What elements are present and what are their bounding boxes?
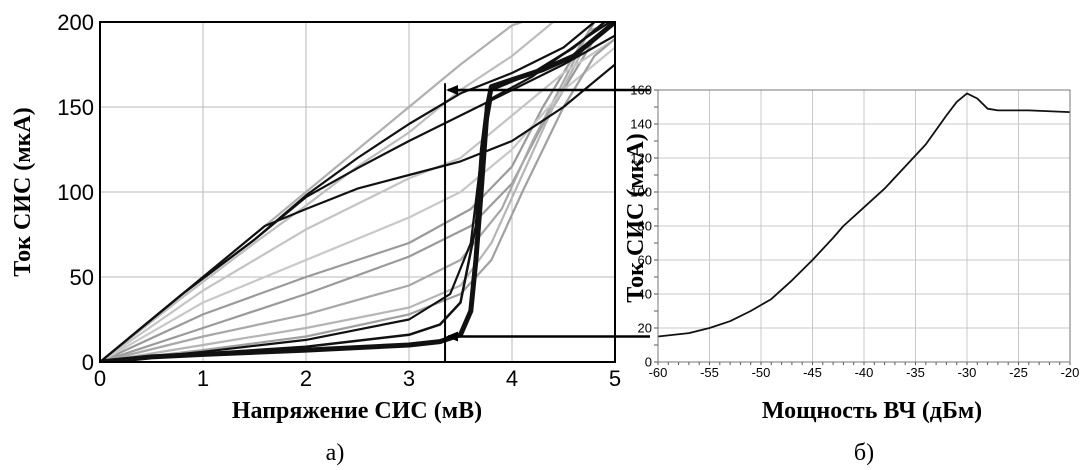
chart-a-y-ticks: 0 50 100 150 200 [57,10,94,375]
chart-a-series-line [100,34,615,362]
chart-b-frame [657,89,1071,363]
chart-a-y-tick-label: 50 [70,265,94,290]
chart-a-x-ticks: 0 1 2 3 4 5 [94,366,621,391]
chart-a-series-line [100,46,615,362]
chart-b-y-tick-label: 100 [630,185,652,200]
chart-a-series-line [100,22,606,362]
chart-b-y-tick-label: 0 [645,355,652,370]
chart-a-frame [99,21,616,363]
chart-b-y-tick-label: 20 [638,321,652,336]
chart-a-y-tick-label: 100 [57,180,94,205]
chart-b-y-tick-label: 120 [630,151,652,166]
chart-a-series-line [100,63,615,362]
chart-b-x-tick-label: -50 [752,365,771,380]
chart-b-x-tick-label: -45 [803,365,822,380]
chart-b-series-line [658,92,1070,338]
chart-a-series-layer [100,22,615,362]
chart-a-y-tick-label: 150 [57,95,94,120]
chart-b-y-tick-label: 80 [638,219,652,234]
chart-a-y-tick-label: 200 [57,10,94,35]
chart-b-x-tick-label: -30 [958,365,977,380]
chart-a-x-tick-label: 5 [609,366,621,391]
chart-a-series-line [100,22,615,362]
chart-a-x-tick-label: 4 [506,366,518,391]
chart-b-x-tick-label: -60 [649,365,668,380]
chart-b-grid [654,89,1071,365]
chart-a-series-line [100,37,615,362]
chart-a-x-tick-label: 1 [197,366,209,391]
chart-a-panel-label: а) [326,440,345,466]
chart-b-x-tick-label: -20 [1061,365,1080,380]
chart-a-y-label: Ток СИС (мкА) [10,107,36,277]
chart-b-series-layer [658,92,1070,338]
chart-a-series-line [100,22,555,362]
connector-arrows [446,85,650,342]
chart-a-series-line [100,37,615,362]
chart-a-series-line [100,22,615,362]
chart-b-x-tick-label: -40 [855,365,874,380]
chart-b-x-ticks: -60 -55 -50 -45 -40 -35 -30 -25 -20 [649,365,1080,380]
chart-a-series-line [100,22,611,362]
chart-b-y-tick-label: 140 [630,117,652,132]
chart-a-x-label: Напряжение СИС (мВ) [232,398,482,424]
chart-a-x-tick-label: 0 [94,366,106,391]
chart-b-y-label: Ток СИС (мкА) [623,133,649,303]
chart-a-y-tick-label: 0 [82,350,94,375]
chart-b-x-tick-label: -55 [700,365,719,380]
chart-b: -60 -55 -50 -45 -40 -35 -30 -25 -20 0 20 40 60 80 100… [623,83,1079,466]
chart-b-x-tick-label: -35 [906,365,925,380]
chart-b-x-tick-label: -25 [1009,365,1028,380]
chart-b-y-tick-label: 40 [638,287,652,302]
chart-b-x-label: Мощность ВЧ (дБм) [762,398,982,424]
chart-a-x-tick-label: 3 [403,366,415,391]
chart-a-x-tick-label: 2 [300,366,312,391]
chart-a-series-line [100,22,596,362]
chart-b-panel-label: б) [854,440,874,466]
chart-b-y-tick-label: 60 [638,253,652,268]
